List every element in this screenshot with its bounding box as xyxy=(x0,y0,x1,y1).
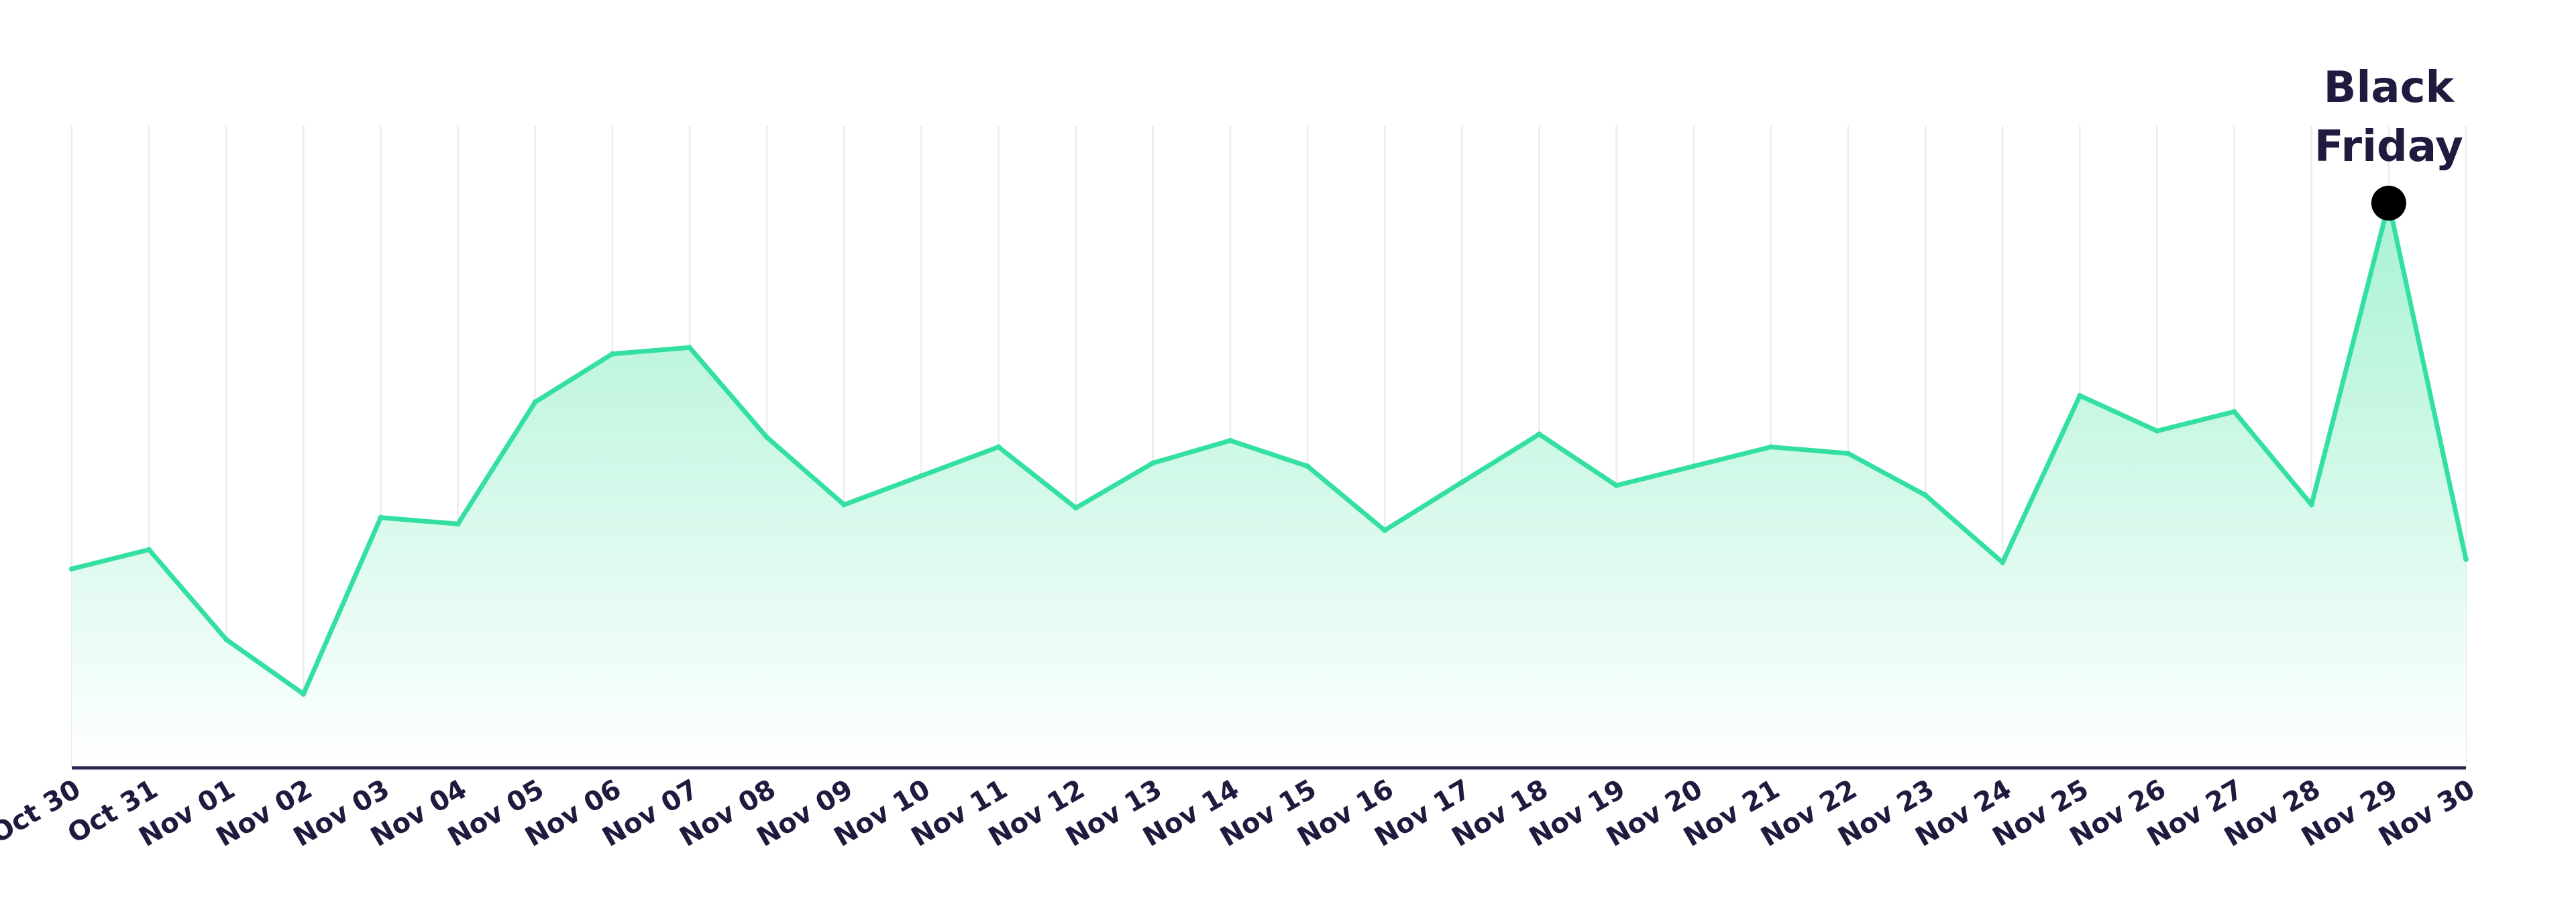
data-point xyxy=(1768,444,1774,450)
data-point xyxy=(1536,431,1542,437)
data-point xyxy=(1923,492,1929,498)
series-line xyxy=(69,201,2469,697)
data-point xyxy=(1073,505,1079,511)
data-point xyxy=(146,547,152,553)
data-point xyxy=(1459,479,1465,486)
data-point xyxy=(1382,527,1388,533)
data-point xyxy=(2308,502,2314,508)
data-point xyxy=(2231,408,2237,414)
data-point xyxy=(378,514,384,520)
data-point xyxy=(1227,437,1233,443)
data-point xyxy=(1845,451,1851,457)
data-point xyxy=(2000,559,2006,565)
data-point xyxy=(2463,556,2469,562)
data-point xyxy=(2077,392,2083,398)
data-point xyxy=(996,444,1002,450)
data-point xyxy=(532,399,538,405)
annotation: Black Friday xyxy=(2314,63,2463,221)
annotation-label: Black xyxy=(2324,63,2455,113)
data-point xyxy=(1690,463,1697,469)
data-point xyxy=(764,435,770,441)
data-point xyxy=(687,345,693,351)
data-point xyxy=(1305,463,1311,469)
data-point xyxy=(301,691,307,697)
data-point xyxy=(2154,428,2160,434)
data-point xyxy=(918,473,924,479)
data-points xyxy=(69,200,2469,697)
data-point xyxy=(1613,482,1619,488)
data-point xyxy=(455,521,461,527)
area-fill xyxy=(72,203,2466,768)
annotation-marker xyxy=(2371,185,2406,221)
annotation-label: Friday xyxy=(2314,122,2463,172)
data-point xyxy=(841,502,847,508)
data-point xyxy=(609,351,615,357)
data-point xyxy=(1150,460,1156,466)
data-point xyxy=(223,636,229,642)
data-point xyxy=(69,566,74,572)
